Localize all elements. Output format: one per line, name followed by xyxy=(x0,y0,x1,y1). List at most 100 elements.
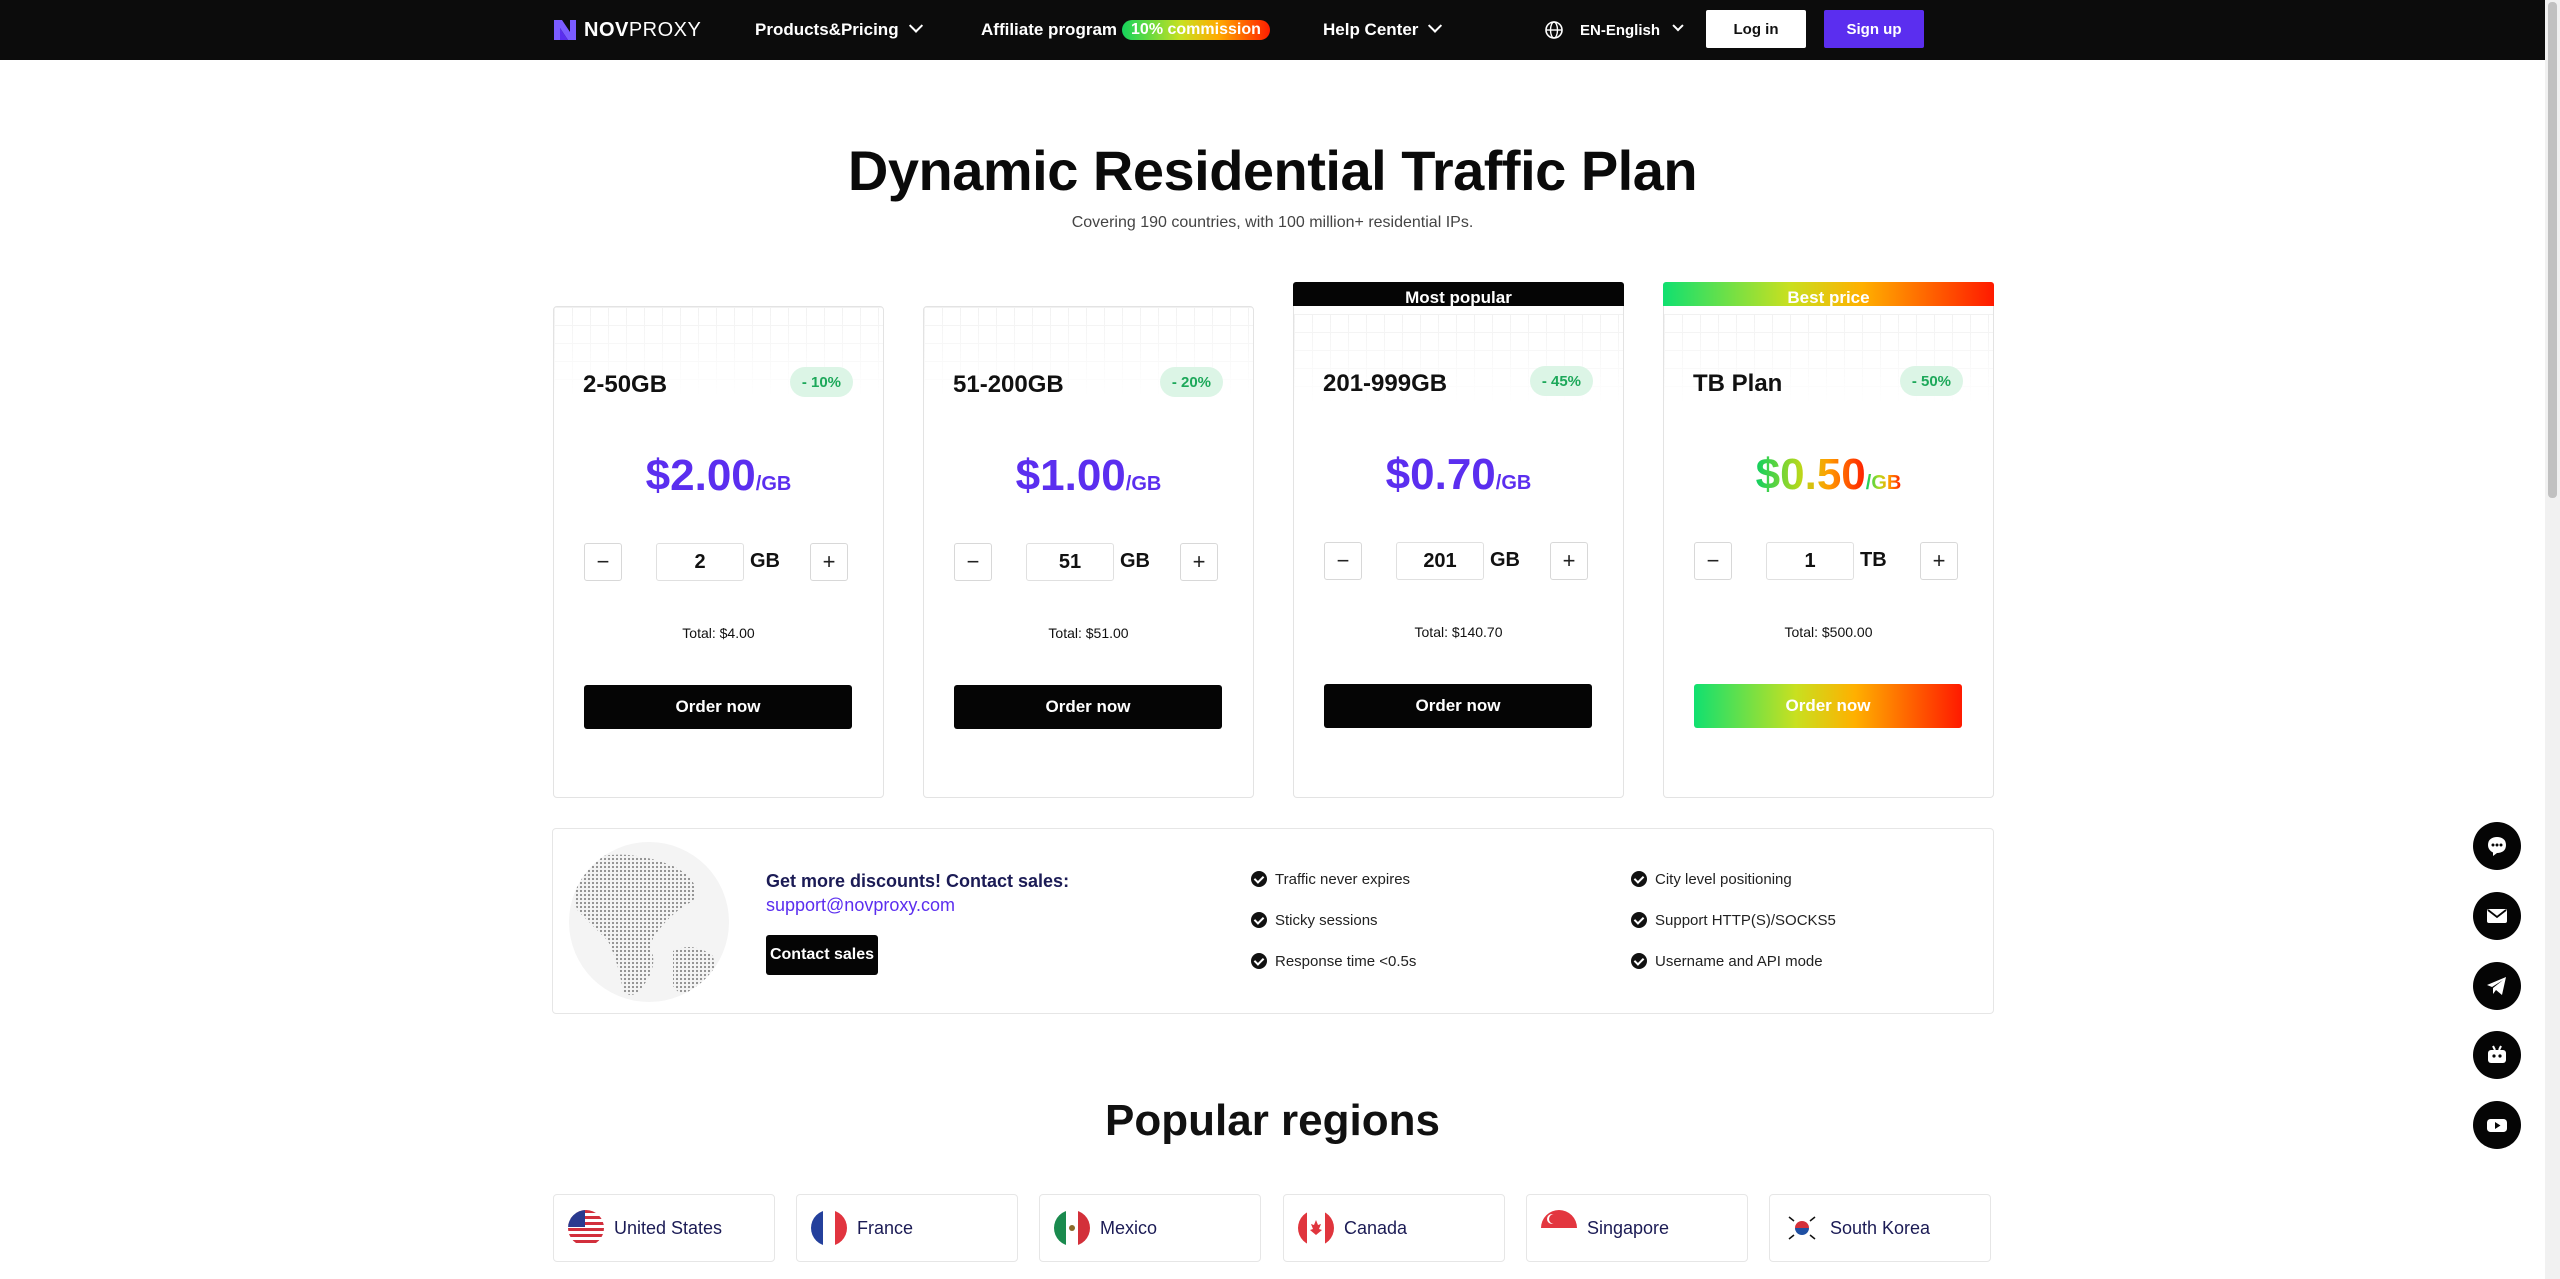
youtube-button[interactable] xyxy=(2473,1101,2521,1149)
chat-button[interactable] xyxy=(2473,822,2521,870)
plan-price: $2.00/GB xyxy=(554,451,883,501)
quantity-input[interactable]: 1 xyxy=(1766,542,1854,580)
check-icon xyxy=(1631,912,1647,928)
feature-item: Response time <0.5s xyxy=(1251,951,1416,971)
plan-price: $0.70/GB xyxy=(1294,450,1623,500)
quantity-unit: GB xyxy=(750,550,780,572)
south-korea-flag-icon xyxy=(1784,1210,1820,1246)
region-name: France xyxy=(857,1217,914,1238)
plan-card-51-200gb: 51-200GB - 20% $1.00/GB − 51 GB + Total:… xyxy=(923,306,1254,798)
plan-total: Total: $4.00 xyxy=(682,625,755,641)
language-selector[interactable]: EN-English xyxy=(1544,17,1684,43)
quantity-input[interactable]: 51 xyxy=(1026,543,1114,581)
feature-item: Support HTTP(S)/SOCKS5 xyxy=(1631,910,1836,930)
telegram-button[interactable] xyxy=(2473,962,2521,1010)
price-unit: /GB xyxy=(1125,473,1162,495)
plan-card-201-999gb: 201-999GB - 45% $0.70/GB − 201 GB + Tota… xyxy=(1293,306,1624,798)
youtube-icon xyxy=(2487,1119,2507,1132)
nav-affiliate-label: Affiliate program xyxy=(981,20,1118,39)
email-button[interactable] xyxy=(2473,892,2521,940)
discount-badge: - 20% xyxy=(1159,367,1223,397)
bot-icon xyxy=(2488,1045,2506,1063)
telegram-icon xyxy=(2487,977,2506,995)
region-name: United States xyxy=(614,1217,723,1238)
chevron-down-icon xyxy=(1428,18,1443,33)
nav-products-label: Products&Pricing xyxy=(755,20,899,39)
plan-total: Total: $140.70 xyxy=(1414,624,1503,640)
feature-label: Support HTTP(S)/SOCKS5 xyxy=(1655,911,1836,929)
price-unit: /GB xyxy=(1495,472,1532,494)
check-icon xyxy=(1631,953,1647,969)
logo-text: NOVPROXY xyxy=(584,18,702,41)
price-unit: /GB xyxy=(755,473,792,495)
increase-button[interactable]: + xyxy=(1920,542,1958,580)
feature-label: City level positioning xyxy=(1655,870,1792,888)
price-amount: $2.00 xyxy=(645,451,756,500)
discount-badge: - 45% xyxy=(1529,366,1593,396)
login-button[interactable]: Log in xyxy=(1706,10,1806,48)
order-now-button[interactable]: Order now xyxy=(1324,684,1592,728)
order-now-button[interactable]: Order now xyxy=(584,685,852,729)
plan-price: $0.50/GB xyxy=(1664,450,1993,500)
feature-label: Response time <0.5s xyxy=(1275,952,1417,970)
order-now-button[interactable]: Order now xyxy=(1694,684,1962,728)
chevron-down-icon xyxy=(908,18,923,33)
contact-sales-panel: Get more discounts! Contact sales: suppo… xyxy=(552,828,1994,1014)
novproxy-logo[interactable]: NOVPROXY xyxy=(552,17,701,43)
decrease-button[interactable]: − xyxy=(584,543,622,581)
globe-map-icon xyxy=(569,842,729,1002)
discount-badge: - 50% xyxy=(1899,366,1963,396)
region-singapore[interactable]: Singapore xyxy=(1526,1194,1748,1262)
feature-label: Traffic never expires xyxy=(1275,870,1411,888)
increase-button[interactable]: + xyxy=(1550,542,1588,580)
region-united-states[interactable]: United States xyxy=(553,1194,775,1262)
region-south-korea[interactable]: South Korea xyxy=(1769,1194,1991,1262)
region-canada[interactable]: Canada xyxy=(1283,1194,1505,1262)
bot-button[interactable] xyxy=(2473,1031,2521,1079)
nav-products-pricing[interactable]: Products&Pricing xyxy=(755,17,923,43)
feature-label: Sticky sessions xyxy=(1275,911,1378,929)
region-name: Mexico xyxy=(1100,1217,1158,1238)
feature-item: City level positioning xyxy=(1631,869,1792,889)
globe-icon xyxy=(1545,21,1563,39)
signup-button[interactable]: Sign up xyxy=(1824,10,1924,48)
logo-icon xyxy=(554,20,576,40)
increase-button[interactable]: + xyxy=(810,543,848,581)
plan-price: $1.00/GB xyxy=(924,451,1253,501)
quantity-unit: GB xyxy=(1490,549,1520,571)
plan-name: TB Plan xyxy=(1693,370,1783,397)
mail-icon xyxy=(2487,909,2507,923)
plan-name: 2-50GB xyxy=(583,371,668,398)
quantity-input[interactable]: 2 xyxy=(656,543,744,581)
decrease-button[interactable]: − xyxy=(1324,542,1362,580)
decrease-button[interactable]: − xyxy=(954,543,992,581)
discount-badge: - 10% xyxy=(789,367,853,397)
check-icon xyxy=(1251,953,1267,969)
scrollbar-thumb[interactable] xyxy=(2548,2,2557,498)
quantity-input[interactable]: 201 xyxy=(1396,542,1484,580)
nav-affiliate-program[interactable]: Affiliate program 10% commission xyxy=(981,17,1270,43)
order-now-button[interactable]: Order now xyxy=(954,685,1222,729)
nav-help-center[interactable]: Help Center xyxy=(1323,17,1443,43)
popular-regions-title: Popular regions xyxy=(1105,1096,1440,1145)
contact-email-link[interactable]: support@novproxy.com xyxy=(766,895,956,915)
top-navbar: NOVPROXY Products&Pricing Affiliate prog… xyxy=(0,0,2560,60)
canada-flag-icon xyxy=(1298,1210,1334,1246)
commission-badge: 10% commission xyxy=(1122,20,1270,40)
region-name: South Korea xyxy=(1830,1217,1931,1238)
us-flag-icon xyxy=(568,1210,604,1246)
price-amount: $0.70 xyxy=(1385,450,1496,499)
feature-item: Sticky sessions xyxy=(1251,910,1378,930)
price-unit: /GB xyxy=(1865,472,1902,494)
page-title: Dynamic Residential Traffic Plan xyxy=(847,139,1698,202)
region-mexico[interactable]: Mexico xyxy=(1039,1194,1261,1262)
contact-sales-button[interactable]: Contact sales xyxy=(766,935,878,975)
plan-card-2-50gb: 2-50GB - 10% $2.00/GB − 2 GB + Total: $4… xyxy=(553,306,884,798)
decrease-button[interactable]: − xyxy=(1694,542,1732,580)
feature-item: Username and API mode xyxy=(1631,951,1823,971)
increase-button[interactable]: + xyxy=(1180,543,1218,581)
plan-total: Total: $500.00 xyxy=(1784,624,1873,640)
chat-icon xyxy=(2488,837,2506,856)
plan-total: Total: $51.00 xyxy=(1048,625,1129,641)
region-france[interactable]: France xyxy=(796,1194,1018,1262)
